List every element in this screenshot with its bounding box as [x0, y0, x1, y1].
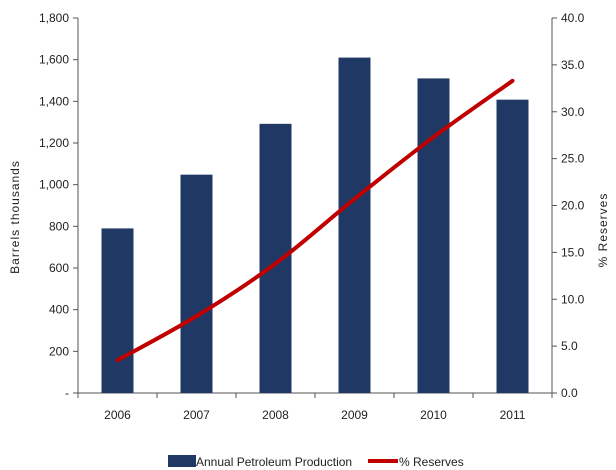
bar: [417, 78, 450, 394]
right-axis-title: % Reserves: [596, 193, 610, 268]
x-tick-label: 2011: [500, 408, 526, 422]
left-tick-label: 1,000: [39, 178, 69, 192]
left-tick-label: 1,200: [39, 136, 69, 150]
legend-label-bar: Annual Petroleum Production: [196, 455, 352, 469]
right-tick-label: 25.0: [561, 152, 585, 166]
left-tick-label: 200: [49, 344, 69, 358]
x-tick-label: 2008: [262, 408, 289, 422]
left-tick-label: 1,600: [39, 53, 69, 67]
right-tick-label: 10.0: [561, 292, 585, 306]
right-tick-label: 15.0: [561, 245, 585, 259]
right-tick-label: 30.0: [561, 105, 585, 119]
right-tick-label: 35.0: [561, 58, 585, 72]
legend-swatch-bar: [168, 455, 196, 467]
right-tick-label: 5.0: [561, 339, 578, 353]
legend-label-line: % Reserves: [399, 455, 464, 469]
left-tick-label: 1,400: [39, 94, 69, 108]
bar: [338, 57, 371, 393]
right-axis-ticks: 0.0 5.0 10.0 15.0 20.0 25.0 30.0 35.0 40.0: [552, 11, 585, 400]
left-tick-label: 1,800: [39, 11, 69, 25]
left-tick-label: -: [65, 386, 69, 400]
left-tick-label: 800: [49, 219, 69, 233]
legend: Annual Petroleum Production % Reserves: [168, 455, 464, 469]
right-tick-label: 40.0: [561, 11, 585, 25]
x-tick-label: 2009: [341, 408, 368, 422]
bar: [259, 123, 292, 393]
reserves-line: [115, 78, 515, 363]
x-tick-label: 2007: [183, 408, 210, 422]
left-tick-label: 400: [49, 303, 69, 317]
left-axis-ticks: - 200 400 600 800 1,000 1,200 1,400 1,600 1,800: [39, 11, 78, 400]
bar: [180, 174, 213, 393]
line-series: [115, 78, 515, 363]
bar-series: [101, 57, 529, 394]
bar: [101, 228, 134, 393]
bar: [496, 99, 529, 394]
right-tick-label: 0.0: [561, 386, 578, 400]
x-tick-label: 2010: [420, 408, 447, 422]
x-tick-label: 2006: [104, 408, 131, 422]
right-tick-label: 20.0: [561, 199, 585, 213]
left-axis-title: Barrels thousands: [8, 160, 22, 274]
plot-axes: [77, 18, 553, 394]
x-axis-ticks: 2006 2007 2008 2009 2010 2011: [77, 393, 553, 422]
left-tick-label: 600: [49, 261, 69, 275]
